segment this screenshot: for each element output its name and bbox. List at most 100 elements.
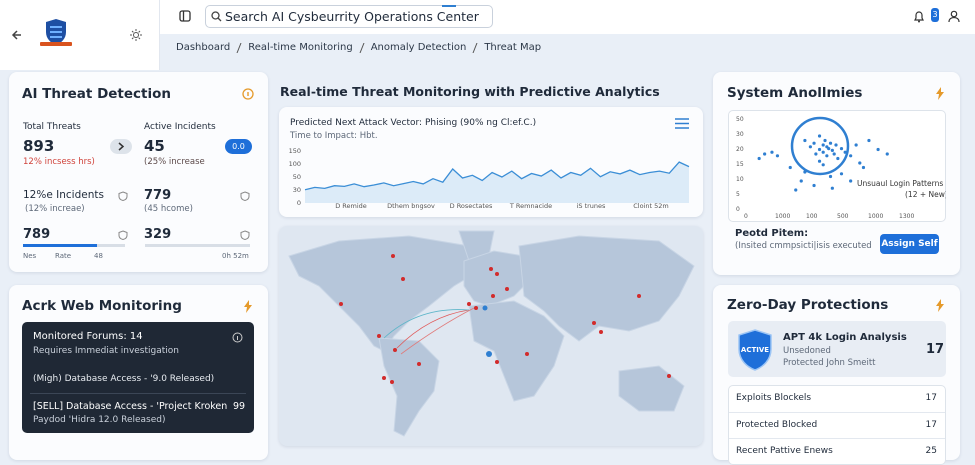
theme-icon[interactable] xyxy=(130,29,142,41)
area xyxy=(305,162,689,203)
label: 12%e Incidents xyxy=(23,189,104,201)
attack-arcs xyxy=(383,307,475,355)
point xyxy=(817,159,822,163)
annotation: (12 + New) xyxy=(905,190,946,199)
metric: 779 xyxy=(144,188,172,203)
highlight-dots xyxy=(482,305,492,357)
map-card xyxy=(279,226,703,446)
info-icon[interactable] xyxy=(242,88,254,100)
alert-text: Unsedoned xyxy=(783,346,831,356)
impact: Time to Impact: Hbt. xyxy=(290,131,378,141)
logo[interactable] xyxy=(40,18,72,48)
footer-label: 0h 52m xyxy=(222,252,249,260)
search-text[interactable]: Search AI Cysbeurrity Operations Center xyxy=(225,9,479,24)
divider xyxy=(30,393,246,394)
menu-icon[interactable] xyxy=(675,118,689,129)
footer-label: 48 xyxy=(94,252,103,260)
slash xyxy=(236,42,242,53)
point xyxy=(867,138,871,143)
y-tick-label: 0 xyxy=(297,199,301,207)
breadcrumb-item[interactable]: Real-time Monitoring xyxy=(248,42,353,53)
threat-dots xyxy=(339,254,671,384)
breadcrumb-item[interactable]: Dashboard xyxy=(176,42,231,53)
user-icon[interactable] xyxy=(948,10,960,23)
point xyxy=(803,138,807,143)
shield-icon xyxy=(118,230,128,240)
shield-icon xyxy=(240,191,250,201)
point xyxy=(827,147,831,151)
note: (45 hcome) xyxy=(144,204,193,214)
rows-box: Exploits Blockels 17 Protected Blocked 17 Re… xyxy=(728,385,946,465)
panel-item: (Migh) Database Access - '9.0 Released) xyxy=(33,374,215,384)
footer-label: Nes xyxy=(23,252,37,260)
card-title: Zero-Day Protections xyxy=(727,297,889,313)
row: Protected Blocked 17 xyxy=(729,412,945,438)
item-title: Peotd Pitem: xyxy=(735,228,809,239)
search-caret xyxy=(442,5,456,7)
point xyxy=(830,186,834,190)
sidebar-toggle[interactable] xyxy=(179,10,191,22)
progress-track xyxy=(145,244,250,247)
point xyxy=(836,156,840,161)
annotation: Unsuaul Login Patterns xyxy=(857,179,943,188)
point xyxy=(876,147,880,152)
panel-text: Paydod 'Hidra 12.0 Released) xyxy=(33,415,166,425)
prediction: Predicted Next Attack Vector: Phising (9… xyxy=(290,118,537,128)
point xyxy=(775,154,780,158)
breadcrumb-item[interactable]: Anomaly Detection xyxy=(370,42,467,53)
bolt-icon xyxy=(244,300,252,313)
x-tick-label: iS trunes xyxy=(577,202,606,210)
shield xyxy=(738,329,772,371)
slash xyxy=(472,42,478,53)
note: (12% increae) xyxy=(25,204,85,214)
alert-title: APT 4k Login Analysis xyxy=(783,332,907,343)
y-tick-label: 50 xyxy=(293,173,301,181)
bell-icon[interactable] xyxy=(913,10,925,23)
y-tick-label: 100 xyxy=(289,160,301,168)
alert-text: Protected John Smeitt xyxy=(783,358,876,368)
arrow-button[interactable] xyxy=(110,139,132,154)
highlight-ring xyxy=(790,116,850,176)
assign-button[interactable]: Assign Self xyxy=(880,234,939,254)
card-title: System Anollmies xyxy=(727,85,863,101)
panel-value: 99 xyxy=(233,401,246,412)
point xyxy=(823,138,827,143)
point xyxy=(839,147,844,151)
info-icon[interactable] xyxy=(232,332,243,343)
breadcrumb-item[interactable]: Threat Map xyxy=(484,42,542,53)
y-tick-label: 5 xyxy=(736,191,740,198)
point xyxy=(757,156,761,161)
metric: 329 xyxy=(144,227,172,242)
search-box[interactable] xyxy=(205,5,493,28)
threat-card xyxy=(9,72,268,272)
slash xyxy=(359,42,365,53)
point xyxy=(821,143,825,147)
back-icon[interactable] xyxy=(10,28,24,42)
row-label: Recent Pattive Enews xyxy=(736,446,833,456)
point xyxy=(812,183,816,188)
x-tick-label: 1000 xyxy=(868,213,883,220)
point xyxy=(770,150,774,154)
point xyxy=(834,143,838,147)
metric: 893 xyxy=(23,137,55,155)
separator xyxy=(359,42,365,53)
notification-badge[interactable]: 3 xyxy=(931,8,939,22)
plot-box xyxy=(728,110,946,222)
card-title: Acrk Web Monitoring xyxy=(22,298,182,314)
point xyxy=(843,150,847,154)
point xyxy=(858,161,862,165)
point xyxy=(821,150,825,154)
y-tick-label: 15 xyxy=(736,161,744,168)
row-value: 17 xyxy=(925,393,937,403)
badge[interactable]: 0.0 xyxy=(225,139,252,154)
y-tick-label: 20 xyxy=(736,146,744,153)
point xyxy=(817,134,822,138)
point xyxy=(830,148,834,152)
row-label: Protected Blocked xyxy=(736,420,818,430)
x-tick-label: 100 xyxy=(806,213,818,220)
shield-icon xyxy=(118,191,128,201)
row: Recent Pattive Enews 25 xyxy=(729,438,945,464)
point xyxy=(808,145,812,149)
panel-item: [SELL] Database Access - 'Project Kroken xyxy=(33,401,228,412)
